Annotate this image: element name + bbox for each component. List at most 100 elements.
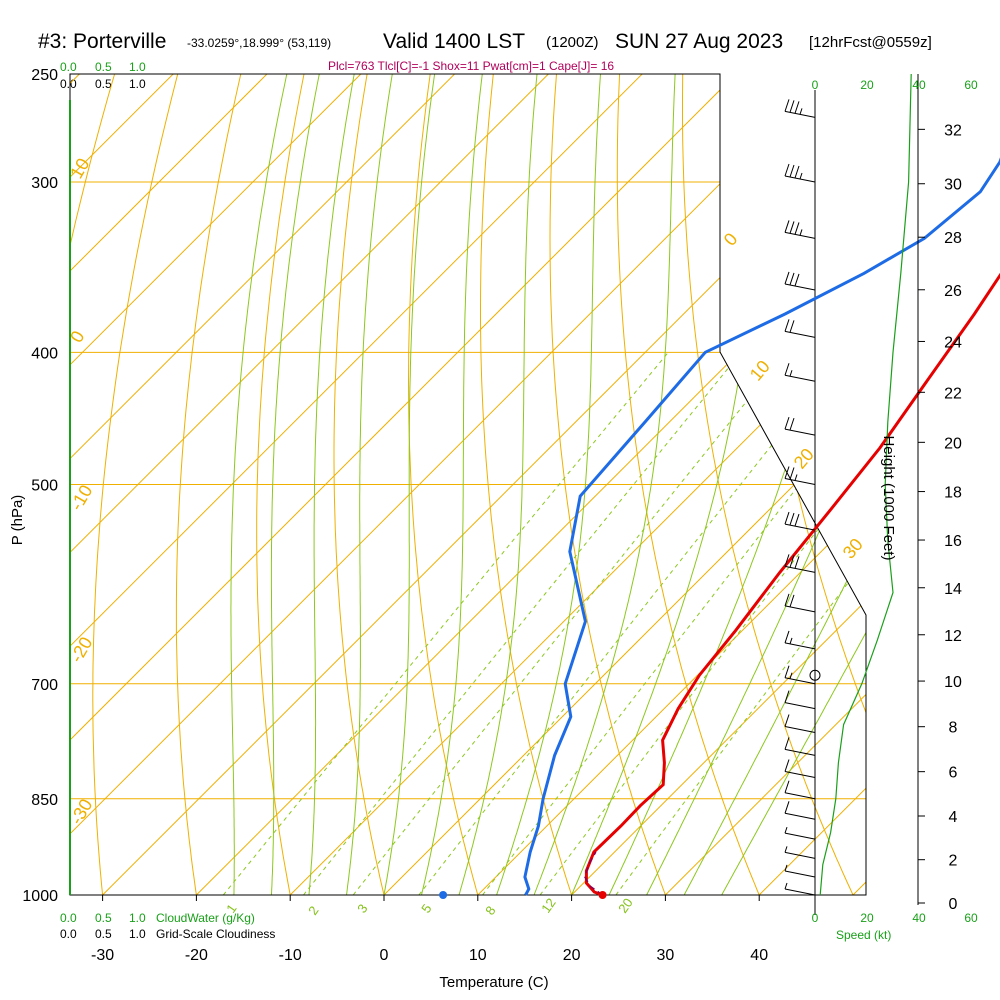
- mixing-ratio-label: 3: [354, 901, 370, 916]
- x-tick-label: 0: [380, 947, 389, 964]
- moist-adiabat: [346, 74, 393, 895]
- wind-barb-feather: [794, 165, 800, 179]
- height-tick-label: 20: [944, 435, 962, 452]
- pressure-tick-label: 1000: [22, 888, 58, 905]
- wind-barb-feather: [784, 714, 790, 727]
- isotherm-line: [70, 74, 362, 895]
- title-valid: Valid 1400 LST: [383, 30, 525, 53]
- mixing-ratio-label: 5: [418, 901, 434, 916]
- mixing-ratio-line: [418, 351, 846, 895]
- dry-adiabat: [92, 74, 185, 895]
- cloudiness-tick-1: 0.5: [95, 77, 112, 91]
- dry-adiabat-label: 30: [839, 534, 867, 562]
- cloudiness-tick-2: 1.0: [129, 77, 146, 91]
- wind-barb-feather: [784, 737, 790, 750]
- wind-barb-staff: [784, 428, 816, 436]
- speed-tick-label: 60: [964, 78, 978, 92]
- wind-barb-feather: [789, 417, 795, 431]
- wind-barb-staff: [784, 812, 816, 820]
- wind-barb-half-feather: [789, 672, 793, 679]
- wind-barb-feather: [784, 416, 790, 430]
- surface-dewpoint-marker: [439, 891, 448, 899]
- title-fcst: [12hrFcst@0559z]: [809, 34, 932, 51]
- wind-layer: [784, 73, 912, 896]
- pressure-tick-label: 250: [31, 67, 58, 84]
- wind-barb-half-feather: [784, 846, 788, 853]
- x-tick-label: 20: [563, 947, 581, 964]
- height-tick-label: 24: [944, 334, 962, 351]
- wind-barb-staff: [784, 677, 816, 685]
- height-tick-label: 0: [949, 896, 958, 913]
- dry-adiabat: [480, 74, 582, 895]
- x-tick-label: 30: [657, 947, 675, 964]
- mixing-ratio-label: 12: [538, 895, 559, 915]
- dewpoint-line: [523, 157, 1000, 896]
- wind-barb-feather: [789, 555, 795, 568]
- moist-adiabat: [683, 74, 866, 895]
- dry-adiabat-label: 0: [720, 229, 742, 250]
- cloud-scale-top: 0.0 0.5 1.0 0.0 0.5 1.0: [60, 60, 146, 91]
- wind-barb-half-feather: [789, 637, 793, 645]
- dry-adiabat: [616, 74, 772, 895]
- moist-adiabat: [496, 74, 601, 895]
- title-z: (1200Z): [546, 34, 599, 51]
- pressure-tick-label: 400: [31, 345, 58, 362]
- cloudwater-label: CloudWater (g/Kg): [156, 911, 255, 925]
- wind-barb-half-feather: [789, 370, 793, 377]
- wind-barb-half-feather: [784, 864, 788, 872]
- wind-barb-feather: [789, 512, 795, 526]
- speed-tick-label: 40: [912, 911, 926, 925]
- wind-barb-feather: [784, 163, 790, 177]
- cloudiness-label: Grid-Scale Cloudiness: [156, 927, 275, 941]
- height-tick-label: 18: [944, 485, 962, 502]
- mixing-ratio-line: [482, 351, 866, 895]
- mixing-ratio-label: 8: [482, 903, 498, 918]
- calm-wind-marker: [809, 669, 821, 681]
- wind-barb-feather: [784, 780, 790, 793]
- height-axis-title: Height (1000 Feet): [880, 435, 897, 560]
- wind-barb-feather: [789, 164, 795, 178]
- wind-barb-staff: [784, 888, 816, 896]
- dry-adiabat: [70, 74, 123, 895]
- isotherm-line: [70, 74, 737, 895]
- wind-barb-half-feather: [784, 882, 788, 890]
- x-tick-label: 40: [750, 947, 768, 964]
- height-tick-label: 12: [944, 628, 962, 645]
- mixing-ratio-line: [222, 351, 669, 895]
- dry-adiabat: [549, 74, 677, 895]
- wind-barb-half-feather: [784, 826, 788, 834]
- pressure-tick-label: 300: [31, 175, 58, 192]
- x-tick-label: -20: [185, 947, 208, 964]
- cloudiness-tick-2-bottom: 1.0: [129, 927, 146, 941]
- isotherm-line: [70, 74, 268, 895]
- x-tick-label: 10: [469, 947, 487, 964]
- wind-speed-line: [819, 73, 912, 896]
- wind-barb-staff: [784, 702, 816, 710]
- wind-barb-feather: [789, 467, 795, 480]
- isotherm-line: [196, 74, 866, 895]
- surface-temperature-marker: [598, 891, 607, 899]
- wind-barb-staff: [784, 283, 816, 291]
- height-tick-label: 30: [944, 177, 962, 194]
- speed-tick-label: 60: [964, 911, 978, 925]
- isotherm-line: [70, 74, 643, 895]
- wind-barb-half-feather: [799, 108, 803, 115]
- dry-adiabat: [995, 50, 1000, 924]
- height-tick-label: 4: [949, 809, 958, 826]
- speed-tick-label: 40: [912, 78, 926, 92]
- isotherm-line: [758, 74, 866, 895]
- title-coords: -33.0259°,18.999° (53,119): [187, 36, 331, 50]
- cloudwater-tick-1: 0.5: [95, 60, 112, 74]
- cloudwater-tick-0: 0.0: [60, 60, 77, 74]
- cloudiness-tick-0-bottom: 0.0: [60, 927, 77, 941]
- y-axis-title: P (hPa): [9, 495, 26, 546]
- dry-adiabat: [333, 74, 392, 895]
- pressure-tick-label: 700: [31, 677, 58, 694]
- isotherm-line: [289, 74, 866, 895]
- wind-barb-staff: [784, 374, 816, 382]
- axes-layer: -30 -20 -10 0 10 20 30 402503004005007008501000…: [22, 67, 978, 964]
- dry-adiabat: [175, 74, 247, 895]
- wind-barb-staff: [784, 642, 816, 650]
- cloudwater-tick-2-bottom: 1.0: [129, 911, 146, 925]
- wind-barb-staff: [784, 870, 816, 878]
